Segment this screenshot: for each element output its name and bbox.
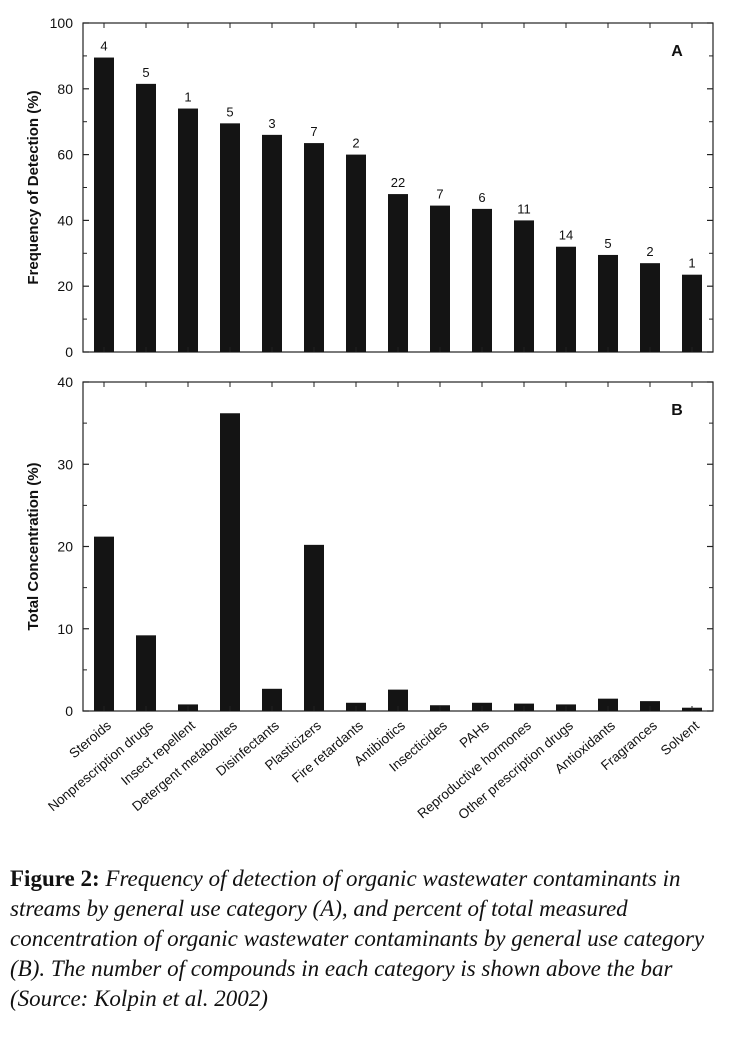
y-tick-label-a: 0 <box>65 344 73 360</box>
bar-count-label: 1 <box>688 256 695 271</box>
bar-count-label: 7 <box>310 124 317 139</box>
bar-count-label: 1 <box>184 90 191 105</box>
y-axis-title-b: Total Concentration (%) <box>25 462 42 630</box>
bar-a <box>178 108 198 352</box>
y-tick-label-b: 20 <box>57 539 73 555</box>
bar-b <box>388 689 408 711</box>
x-category-label: Solvent <box>658 718 702 759</box>
bar-count-label: 22 <box>391 175 405 190</box>
bar-a <box>136 83 156 353</box>
bar-b <box>136 635 156 711</box>
bar-count-label: 5 <box>142 65 149 80</box>
bar-a <box>220 123 240 352</box>
x-category-label: PAHs <box>457 718 493 751</box>
bar-b <box>94 536 114 711</box>
bar-count-label: 4 <box>100 39 107 54</box>
bar-a <box>388 194 408 352</box>
bar-a <box>346 154 366 352</box>
bar-count-label: 6 <box>478 190 485 205</box>
plot-frame-b <box>82 381 714 712</box>
bar-b <box>262 688 282 711</box>
figure-caption: Figure 2: Frequency of detection of orga… <box>10 864 726 1014</box>
x-category-label: Fire retardants <box>289 718 366 786</box>
y-tick-label-b: 0 <box>65 703 73 719</box>
bar-count-label: 14 <box>559 228 573 243</box>
y-tick-label-a: 40 <box>57 212 73 228</box>
y-tick-label-a: 60 <box>57 147 73 163</box>
bar-a <box>556 246 576 352</box>
panel-a-frequency-chart: 0 20 40 60 80 100 Frequency of Detection (%) A 4… <box>25 15 714 360</box>
bar-count-label: 3 <box>268 116 275 131</box>
y-tick-label-b: 40 <box>57 374 73 390</box>
y-tick-label-a: 20 <box>57 278 73 294</box>
y-tick-label-a: 80 <box>57 81 73 97</box>
bar-a <box>304 143 324 352</box>
bar-count-label: 2 <box>646 244 653 259</box>
bar-b <box>220 413 240 711</box>
y-tick-label-b: 10 <box>57 621 73 637</box>
bar-b <box>598 698 618 711</box>
bar-count-label: 7 <box>436 187 443 202</box>
caption-label: Figure 2: <box>10 866 100 891</box>
bar-a <box>598 254 618 352</box>
bar-count-label: 2 <box>352 136 359 151</box>
bar-count-label: 5 <box>604 236 611 251</box>
bar-a <box>262 134 282 352</box>
bar-a <box>472 208 492 352</box>
bar-a <box>94 57 114 353</box>
bar-a <box>682 274 702 352</box>
bar-a <box>514 220 534 352</box>
panel-label-b: B <box>671 402 683 419</box>
caption-text: Frequency of detection of organic wastew… <box>10 866 705 1011</box>
y-axis-title-a: Frequency of Detection (%) <box>25 90 42 284</box>
bar-count-label: 11 <box>517 201 531 216</box>
bar-b <box>304 544 324 711</box>
y-tick-label-b: 30 <box>57 456 73 472</box>
panel-label-a: A <box>671 43 683 60</box>
bar-a <box>430 205 450 352</box>
bar-a <box>640 263 660 352</box>
y-tick-label-a: 100 <box>50 15 74 31</box>
bar-count-label: 5 <box>226 104 233 119</box>
